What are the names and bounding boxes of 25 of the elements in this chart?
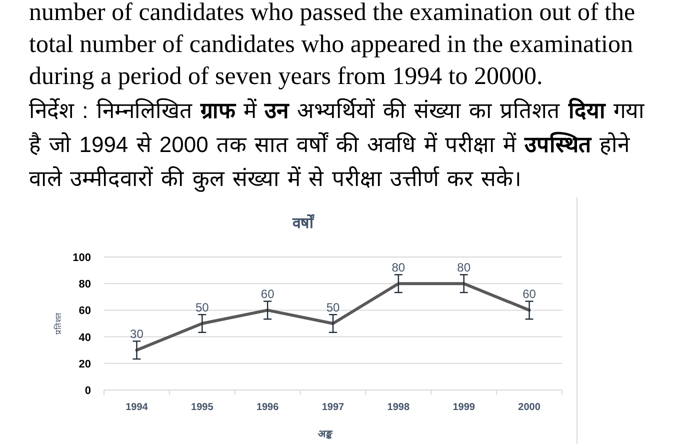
x-tick-label: 1996 <box>256 402 280 413</box>
y-tick-label: 80 <box>78 278 91 291</box>
x-tick-label: 1998 <box>387 402 410 413</box>
y-tick-label: 60 <box>78 305 91 318</box>
x-tick-label: 2000 <box>518 402 541 413</box>
y-tick-label: 100 <box>72 252 91 264</box>
data-label: 60 <box>260 287 275 302</box>
x-tick-label: 1999 <box>452 402 476 413</box>
y-tick-label: 40 <box>78 332 91 344</box>
x-tick-label: 1995 <box>191 402 214 413</box>
y-tick-label: 20 <box>78 358 91 370</box>
text: निर्देश : निम्नलिखित ग्राफ में उन अभ्यर्थियों की संख्या का प्रतिशत दिया गया है जो 1994 से 2000 तक सात वर्षों की अवधि में परीक्षा में उपस्थित होने वाले उम्मीदवारों की कुल संख्या में से परीक्षा उत्तीर्ण कर सके। <box>29 98 644 191</box>
y-axis-title: प्रतिशत <box>53 312 63 334</box>
data-label: 30 <box>130 327 144 342</box>
data-label: 80 <box>392 260 406 275</box>
x-tick-label: 1997 <box>322 402 345 413</box>
x-axis-title: अङ्क <box>318 429 333 440</box>
text: number of candidates who passed the examination out of the total number of candidates who appeared in the examination during a period of seven years from 1994 to 20000. <box>29 0 636 92</box>
data-label: 50 <box>195 300 210 314</box>
data-label: 60 <box>522 287 536 302</box>
data-label: 50 <box>326 300 340 314</box>
y-tick-label: 0 <box>84 385 91 397</box>
x-tick-label: 1994 <box>126 402 148 413</box>
chart-title: वर्षों <box>292 214 316 232</box>
data-label: 80 <box>457 260 471 275</box>
